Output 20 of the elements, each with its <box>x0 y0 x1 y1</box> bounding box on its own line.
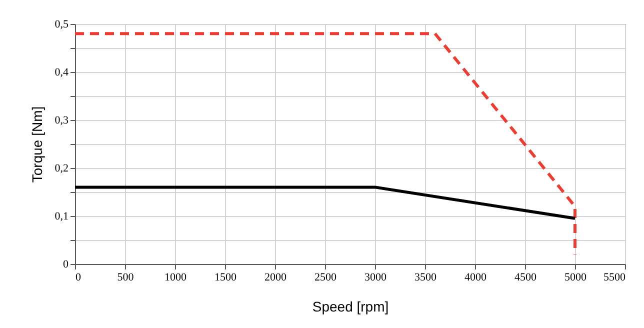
x-tick-label: 5000 <box>564 272 587 284</box>
y-tick-label: 0,2 <box>54 162 68 174</box>
x-tick-label: 1000 <box>164 272 187 284</box>
y-tick-label: 0 <box>63 258 69 270</box>
x-tick-label: 500 <box>117 272 134 284</box>
x-tick-label: 1500 <box>214 272 237 284</box>
y-tick-label: 0,5 <box>54 18 69 30</box>
x-tick-label: 3500 <box>414 272 437 284</box>
y-tick-label: 0,1 <box>54 210 68 222</box>
y-axis-title: Torque [Nm] <box>28 106 45 183</box>
y-tick-label: 0,4 <box>54 66 69 78</box>
y-tick-label: 0,3 <box>54 114 69 126</box>
x-tick-label: 3000 <box>364 272 387 284</box>
x-tick-label: 5500 <box>604 272 626 284</box>
x-tick-label: 2500 <box>314 272 337 284</box>
x-tick-label: 4500 <box>514 272 537 284</box>
x-tick-label: 4000 <box>464 272 487 284</box>
x-axis-title: Speed [rpm] <box>312 298 389 314</box>
x-tick-label: 0 <box>76 272 82 284</box>
x-tick-label: 2000 <box>264 272 287 284</box>
